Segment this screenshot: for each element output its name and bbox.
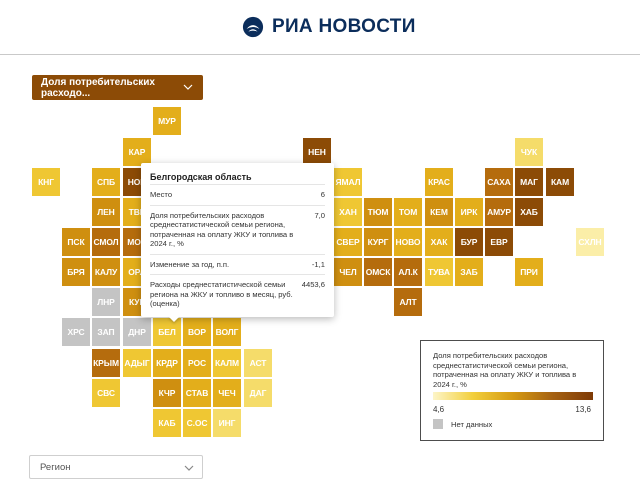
legend-min-value: 4,6	[433, 405, 445, 414]
tooltip-row-rank: Место 6	[150, 185, 325, 206]
region-tile[interactable]: СМОЛ	[92, 228, 120, 256]
site-header: РИА НОВОСТИ	[0, 0, 640, 55]
region-tile[interactable]: ВОЛГ	[213, 318, 241, 346]
tooltip-row-value: 7,0	[314, 210, 325, 220]
region-tile[interactable]: ИНГ	[213, 409, 241, 437]
region-tile[interactable]: КЧР	[153, 379, 181, 407]
region-tile[interactable]: ТОМ	[394, 198, 422, 226]
region-tile[interactable]: ХАК	[425, 228, 453, 256]
region-tile[interactable]: ЧЕЛ	[334, 258, 362, 286]
region-tile[interactable]: БРЯ	[62, 258, 90, 286]
region-tile[interactable]: АЛ.К	[394, 258, 422, 286]
legend-title: Доля потребительских расходов среднестат…	[433, 351, 577, 389]
tooltip-title: Белгородская область	[150, 163, 325, 185]
chevron-down-icon	[183, 84, 193, 90]
ria-logo[interactable]: РИА НОВОСТИ	[242, 14, 416, 40]
region-tile[interactable]: ДАГ	[244, 379, 272, 407]
region-tile[interactable]: СПБ	[92, 168, 120, 196]
region-tile[interactable]: КЕМ	[425, 198, 453, 226]
region-tile[interactable]: ПСК	[62, 228, 90, 256]
region-tile[interactable]: С.ОС	[183, 409, 211, 437]
region-tile[interactable]: ЯМАЛ	[334, 168, 362, 196]
region-tile[interactable]: МАГ	[515, 168, 543, 196]
region-select-placeholder: Регион	[40, 462, 71, 473]
map-legend: Доля потребительских расходов среднестат…	[420, 340, 604, 441]
region-tile[interactable]: МУР	[153, 107, 181, 135]
region-tile[interactable]: ПРИ	[515, 258, 543, 286]
tooltip-row-label: Доля потребительских расходов среднестат…	[150, 210, 294, 249]
ria-emblem-icon	[242, 16, 264, 38]
region-tile[interactable]: НОВО	[394, 228, 422, 256]
region-tile[interactable]: АМУР	[485, 198, 513, 226]
region-tile[interactable]: КАР	[123, 138, 151, 166]
region-tile[interactable]: АСТ	[244, 349, 272, 377]
region-tile[interactable]: СХЛН	[576, 228, 604, 256]
tooltip-row-share: Доля потребительских расходов среднестат…	[150, 206, 325, 255]
region-tile[interactable]: СВЕР	[334, 228, 362, 256]
region-tile[interactable]: АЛТ	[394, 288, 422, 316]
region-tile[interactable]: СТАВ	[183, 379, 211, 407]
region-tile[interactable]: ВОР	[183, 318, 211, 346]
region-tile[interactable]: БУР	[455, 228, 483, 256]
region-tile[interactable]: КРДР	[153, 349, 181, 377]
region-tooltip: Белгородская область Место 6 Доля потреб…	[141, 163, 334, 317]
region-tile[interactable]: ЛЕН	[92, 198, 120, 226]
region-select[interactable]: Регион	[29, 455, 203, 479]
region-tile[interactable]: СВС	[92, 379, 120, 407]
legend-max-value: 13,6	[575, 405, 591, 414]
region-tile[interactable]: ТУВА	[425, 258, 453, 286]
region-tile[interactable]: ЗАП	[92, 318, 120, 346]
region-tile[interactable]: САХА	[485, 168, 513, 196]
region-tile[interactable]: КРАС	[425, 168, 453, 196]
region-tile[interactable]: КУРГ	[364, 228, 392, 256]
region-tile[interactable]: КРЫМ	[92, 349, 120, 377]
region-tile[interactable]: ХРС	[62, 318, 90, 346]
tooltip-row-change: Изменение за год, п.п. -1,1	[150, 255, 325, 275]
region-tile[interactable]: ДНР	[123, 318, 151, 346]
region-tile[interactable]: ЧЕЧ	[213, 379, 241, 407]
tooltip-row-expenses: Расходы среднестатистической семьи регио…	[150, 275, 325, 314]
region-tile[interactable]: КАЛМ	[213, 349, 241, 377]
region-tile[interactable]: КАЛУ	[92, 258, 120, 286]
legend-gradient-bar	[433, 392, 593, 400]
region-tile[interactable]: ИРК	[455, 198, 483, 226]
region-tile[interactable]: ЛНР	[92, 288, 120, 316]
region-tile[interactable]: ОМСК	[364, 258, 392, 286]
tooltip-row-value: -1,1	[311, 259, 325, 269]
indicator-select-label: Доля потребительских расходо...	[41, 76, 155, 99]
tooltip-row-label: Место	[150, 190, 173, 199]
tooltip-row-label: Изменение за год, п.п.	[150, 259, 230, 269]
indicator-select[interactable]: Доля потребительских расходо...	[32, 75, 203, 100]
region-tile[interactable]: ХАБ	[515, 198, 543, 226]
region-tile[interactable]: КНГ	[32, 168, 60, 196]
tooltip-pointer	[168, 316, 180, 322]
tooltip-row-value: 4453,6	[301, 280, 325, 289]
region-tile[interactable]: АДЫГ	[123, 349, 151, 377]
tooltip-row-label: Расходы среднестатистической семьи регио…	[150, 280, 293, 308]
region-tile[interactable]: ТЮМ	[364, 198, 392, 226]
region-tile[interactable]: РОС	[183, 349, 211, 377]
region-tile[interactable]: ЧУК	[515, 138, 543, 166]
chevron-down-icon	[184, 465, 194, 471]
region-tile[interactable]: ХАН	[334, 198, 362, 226]
region-tile[interactable]: ЕВР	[485, 228, 513, 256]
legend-no-data: Нет данных	[433, 419, 492, 429]
region-tile[interactable]: БЕЛ	[153, 318, 181, 346]
logo-text: РИА НОВОСТИ	[272, 16, 416, 37]
tooltip-row-value: 6	[320, 190, 325, 199]
no-data-label: Нет данных	[451, 419, 493, 429]
region-tile[interactable]: НЕН	[303, 138, 331, 166]
region-tile[interactable]: КАМ	[546, 168, 574, 196]
no-data-swatch	[433, 419, 443, 429]
region-tile[interactable]: КАБ	[153, 409, 181, 437]
region-tile[interactable]: ЗАБ	[455, 258, 483, 286]
